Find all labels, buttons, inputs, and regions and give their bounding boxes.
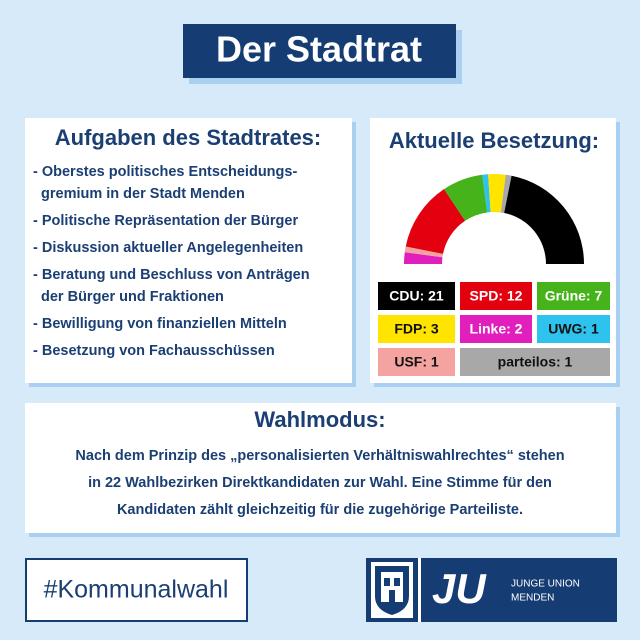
legend-label: parteilos: 1 bbox=[498, 354, 573, 370]
title-box bbox=[183, 24, 456, 78]
crest bbox=[375, 566, 409, 615]
task-line: - Bewilligung von finanziellen Mitteln bbox=[33, 316, 287, 332]
legend-swatch bbox=[378, 348, 455, 376]
seat-segment bbox=[444, 174, 488, 221]
task-line: - Oberstes politisches Entscheidungs- bbox=[33, 164, 297, 180]
tasks-panel bbox=[25, 118, 352, 383]
legend-swatch bbox=[537, 315, 610, 343]
title: Der Stadtrat bbox=[216, 29, 422, 70]
mode-heading: Wahlmodus: bbox=[254, 407, 385, 432]
task-line: - Politische Repräsentation der Bürger bbox=[33, 213, 298, 229]
hashtag: #Kommunalwahl bbox=[44, 576, 229, 604]
legend-label: USF: 1 bbox=[394, 354, 439, 370]
legend-label: FDP: 3 bbox=[394, 321, 439, 337]
legend-label: Linke: 2 bbox=[470, 321, 523, 337]
task-line: - Beratung und Beschluss von Anträgen bbox=[33, 267, 310, 283]
mode-text: Nach dem Prinzip des „personalisierten V… bbox=[75, 448, 564, 518]
legend-swatch bbox=[460, 348, 610, 376]
task-line: - Besetzung von Fachausschüssen bbox=[33, 343, 275, 359]
legend-swatch bbox=[378, 315, 455, 343]
logo-line: MENDEN bbox=[511, 593, 554, 604]
seat-segment bbox=[404, 252, 443, 264]
seat-segment bbox=[488, 173, 506, 213]
seat-chart: CDU: 21 SPD: 12 Grüne: 7 FDP: 3 Linke: 2 UWG:… bbox=[378, 173, 610, 376]
tasks-heading: Aufgaben des Stadtrates: bbox=[55, 125, 322, 150]
seat-segment bbox=[405, 189, 466, 254]
legend-label: SPD: 12 bbox=[470, 288, 523, 304]
legend-label: CDU: 21 bbox=[389, 288, 444, 304]
seat-segment bbox=[482, 174, 491, 213]
legend-swatch bbox=[378, 282, 455, 310]
mode-line: Nach dem Prinzip des „personalisierten V… bbox=[75, 448, 564, 464]
legend-swatch bbox=[537, 282, 610, 310]
chart-title: Aktuelle Besetzung: bbox=[389, 128, 599, 153]
seat-segment bbox=[404, 246, 443, 258]
legend-label: UWG: 1 bbox=[548, 321, 599, 337]
mode-panel bbox=[25, 403, 616, 533]
legend-swatch bbox=[460, 282, 532, 310]
hashtag-box bbox=[25, 558, 248, 622]
legend-swatch bbox=[460, 315, 532, 343]
task-line: - Diskussion aktueller Angelegenheiten bbox=[33, 240, 303, 256]
seat-segment bbox=[500, 174, 512, 213]
tasks-list: - Oberstes politisches Entscheidungs-gre… bbox=[33, 164, 310, 359]
logo-line: JUNGE UNION bbox=[511, 579, 580, 590]
mode-line: in 22 Wahlbezirken Direktkandidaten zur … bbox=[88, 475, 552, 491]
task-line: gremium in der Stadt Menden bbox=[41, 186, 245, 202]
mode-line: Kandidaten zählt gleichzeitig für die zu… bbox=[117, 502, 523, 518]
legend-label: Grüne: 7 bbox=[545, 288, 603, 304]
divider bbox=[418, 558, 421, 622]
logo-initials: JU bbox=[432, 565, 487, 612]
seat-segment bbox=[504, 175, 584, 264]
task-line: der Bürger und Fraktionen bbox=[41, 289, 224, 305]
